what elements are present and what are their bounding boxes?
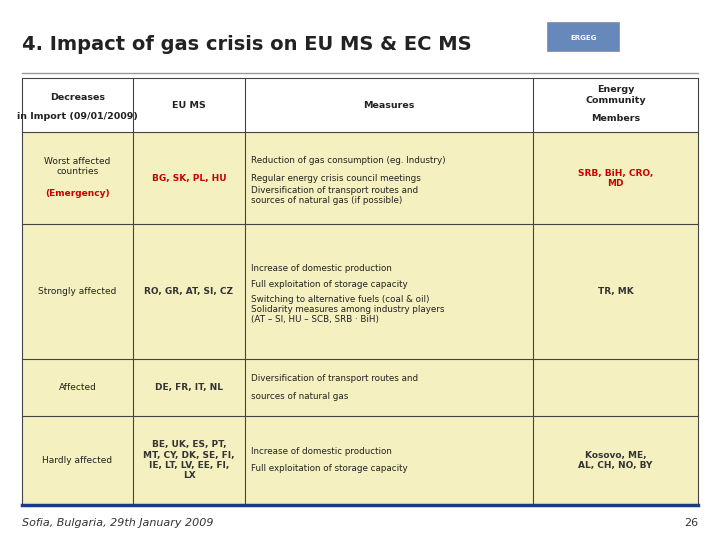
Text: Decreases: Decreases <box>50 93 105 102</box>
Text: (Emergency): (Emergency) <box>45 190 109 198</box>
Text: DE, FR, IT, NL: DE, FR, IT, NL <box>155 383 223 392</box>
Text: TR, MK: TR, MK <box>598 287 634 296</box>
Bar <box>533 132 698 224</box>
Text: RO, GR, AT, SI, CZ: RO, GR, AT, SI, CZ <box>145 287 233 296</box>
Text: Solidarity measures among industry players
(AT – SI, HU – SCB, SRB · BiH): Solidarity measures among industry playe… <box>251 305 444 324</box>
Text: Hardly affected: Hardly affected <box>42 456 112 465</box>
Bar <box>245 132 533 224</box>
Text: Measures: Measures <box>363 101 415 110</box>
Bar <box>533 359 698 416</box>
Bar <box>133 224 245 359</box>
Text: Strongly affected: Strongly affected <box>38 287 117 296</box>
Bar <box>22 78 133 132</box>
Text: Reduction of gas consumption (eg. Industry): Reduction of gas consumption (eg. Indust… <box>251 157 445 165</box>
Text: Kosovo, ME,
AL, CH, NO, BY: Kosovo, ME, AL, CH, NO, BY <box>578 451 653 470</box>
Bar <box>245 78 533 132</box>
Text: Regular energy crisis council meetings: Regular energy crisis council meetings <box>251 174 420 183</box>
Text: Diversification of transport routes and
sources of natural gas (if possible): Diversification of transport routes and … <box>251 186 418 205</box>
Bar <box>533 224 698 359</box>
Bar <box>533 416 698 505</box>
Text: BG, SK, PL, HU: BG, SK, PL, HU <box>152 174 226 183</box>
Text: Diversification of transport routes and: Diversification of transport routes and <box>251 374 418 383</box>
Bar <box>22 224 133 359</box>
Bar <box>22 359 133 416</box>
Bar <box>547 22 619 51</box>
Bar <box>245 359 533 416</box>
Bar <box>133 416 245 505</box>
Text: in Import (09/01/2009): in Import (09/01/2009) <box>17 112 138 120</box>
Text: Increase of domestic production: Increase of domestic production <box>251 447 392 456</box>
Text: Affected: Affected <box>58 383 96 392</box>
Text: 26: 26 <box>684 518 698 528</box>
Text: Members: Members <box>591 114 640 123</box>
Text: Worst affected
countries: Worst affected countries <box>44 157 111 176</box>
Text: sources of natural gas: sources of natural gas <box>251 392 348 401</box>
Bar <box>22 132 133 224</box>
Bar <box>133 359 245 416</box>
Bar <box>133 132 245 224</box>
Text: Increase of domestic production: Increase of domestic production <box>251 265 392 273</box>
Text: Full exploitation of storage capacity: Full exploitation of storage capacity <box>251 464 408 474</box>
Text: Switching to alternative fuels (coal & oil): Switching to alternative fuels (coal & o… <box>251 295 429 303</box>
Text: Full exploitation of storage capacity: Full exploitation of storage capacity <box>251 280 408 288</box>
Bar <box>22 416 133 505</box>
Text: EU MS: EU MS <box>172 101 206 110</box>
Text: SRB, BiH, CRO,
MD: SRB, BiH, CRO, MD <box>578 168 653 188</box>
Text: BE, UK, ES, PT,
MT, CY, DK, SE, FI,
IE, LT, LV, EE, FI,
LX: BE, UK, ES, PT, MT, CY, DK, SE, FI, IE, … <box>143 440 235 481</box>
Bar <box>533 78 698 132</box>
Bar <box>245 224 533 359</box>
Text: ERGEG: ERGEG <box>570 35 596 41</box>
Text: Community: Community <box>585 97 646 105</box>
Text: Energy: Energy <box>597 85 634 93</box>
Text: Sofia, Bulgaria, 29th January 2009: Sofia, Bulgaria, 29th January 2009 <box>22 518 213 528</box>
Bar <box>133 78 245 132</box>
Bar <box>245 416 533 505</box>
Text: 4. Impact of gas crisis on EU MS & EC MS: 4. Impact of gas crisis on EU MS & EC MS <box>22 35 471 54</box>
